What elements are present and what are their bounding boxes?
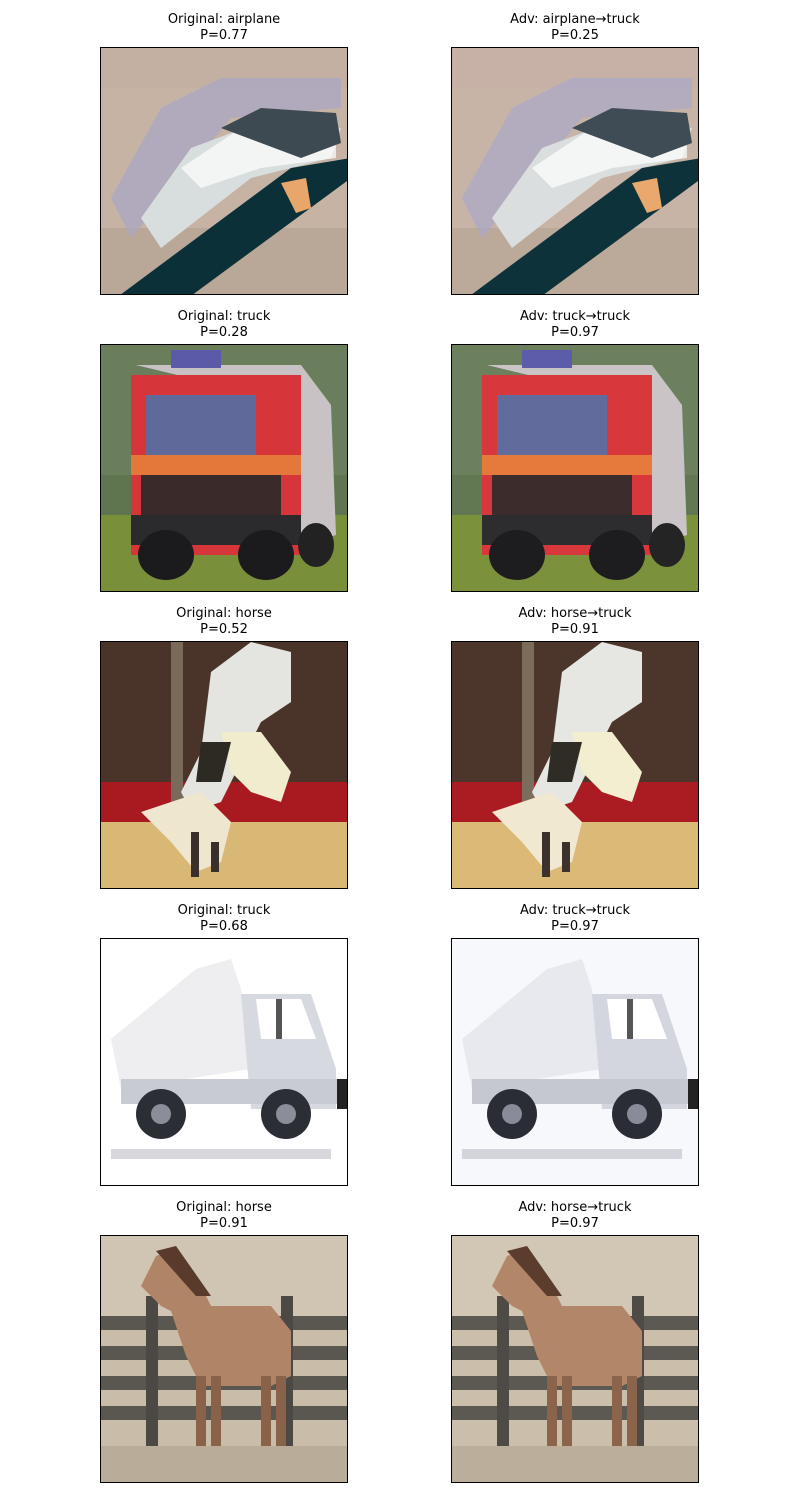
white-dump-truck-image <box>100 938 348 1186</box>
panel-title: Original: truck P=0.68 <box>100 903 348 935</box>
panel-probability: P=0.91 <box>551 622 599 637</box>
panel-probability: P=0.91 <box>200 1216 248 1231</box>
panel-title: Original: airplane P=0.77 <box>100 12 348 44</box>
white-dump-truck-adversarial-image <box>451 938 699 1186</box>
original-panel-white-truck: Original: truck P=0.68 <box>100 903 348 1186</box>
red-fire-truck-adversarial-image <box>451 344 699 592</box>
red-fire-truck-image <box>100 344 348 592</box>
brown-horse-at-fence-image <box>100 1235 348 1483</box>
panel-probability: P=0.97 <box>551 919 599 934</box>
panel-label: Adv: truck→truck <box>519 309 631 324</box>
adversarial-panel-horse-jumping: Adv: horse→truck P=0.91 <box>451 606 699 889</box>
panel-label: Adv: horse→truck <box>518 606 632 621</box>
adversarial-panel-white-truck: Adv: truck→truck P=0.97 <box>451 903 699 1186</box>
show-jumping-horse-image <box>100 641 348 889</box>
panel-label: Original: horse <box>176 1200 272 1215</box>
original-panel-brown-horse: Original: horse P=0.91 <box>100 1200 348 1483</box>
panel-title: Original: horse P=0.91 <box>100 1200 348 1232</box>
panel-label: Original: horse <box>176 606 272 621</box>
panel-title: Adv: horse→truck P=0.91 <box>451 606 699 638</box>
panel-probability: P=0.28 <box>200 325 248 340</box>
panel-title: Original: horse P=0.52 <box>100 606 348 638</box>
panel-label: Adv: airplane→truck <box>510 12 640 27</box>
panel-title: Adv: truck→truck P=0.97 <box>451 903 699 935</box>
panel-label: Original: truck <box>177 309 271 324</box>
panel-probability: P=0.97 <box>551 325 599 340</box>
original-panel-airplane: Original: airplane P=0.77 <box>100 12 348 295</box>
panel-title: Adv: horse→truck P=0.97 <box>451 1200 699 1232</box>
panel-label: Original: airplane <box>167 12 281 27</box>
panel-probability: P=0.25 <box>551 28 599 43</box>
adversarial-panel-brown-horse: Adv: horse→truck P=0.97 <box>451 1200 699 1483</box>
show-jumping-horse-adversarial-image <box>451 641 699 889</box>
brown-horse-at-fence-adversarial-image <box>451 1235 699 1483</box>
original-panel-truck: Original: truck P=0.28 <box>100 309 348 592</box>
panel-label: Original: truck <box>177 903 271 918</box>
panel-probability: P=0.77 <box>200 28 248 43</box>
adversarial-panel-truck: Adv: truck→truck P=0.97 <box>451 309 699 592</box>
panel-probability: P=0.68 <box>200 919 248 934</box>
airplane-image <box>100 47 348 295</box>
airplane-adversarial-image <box>451 47 699 295</box>
panel-title: Adv: truck→truck P=0.97 <box>451 309 699 341</box>
panel-title: Adv: airplane→truck P=0.25 <box>451 12 699 44</box>
adversarial-panel-airplane: Adv: airplane→truck P=0.25 <box>451 12 699 295</box>
panel-label: Adv: truck→truck <box>519 903 631 918</box>
panel-probability: P=0.97 <box>551 1216 599 1231</box>
original-panel-horse-jumping: Original: horse P=0.52 <box>100 606 348 889</box>
panel-label: Adv: horse→truck <box>518 1200 632 1215</box>
panel-probability: P=0.52 <box>200 622 248 637</box>
panel-title: Original: truck P=0.28 <box>100 309 348 341</box>
